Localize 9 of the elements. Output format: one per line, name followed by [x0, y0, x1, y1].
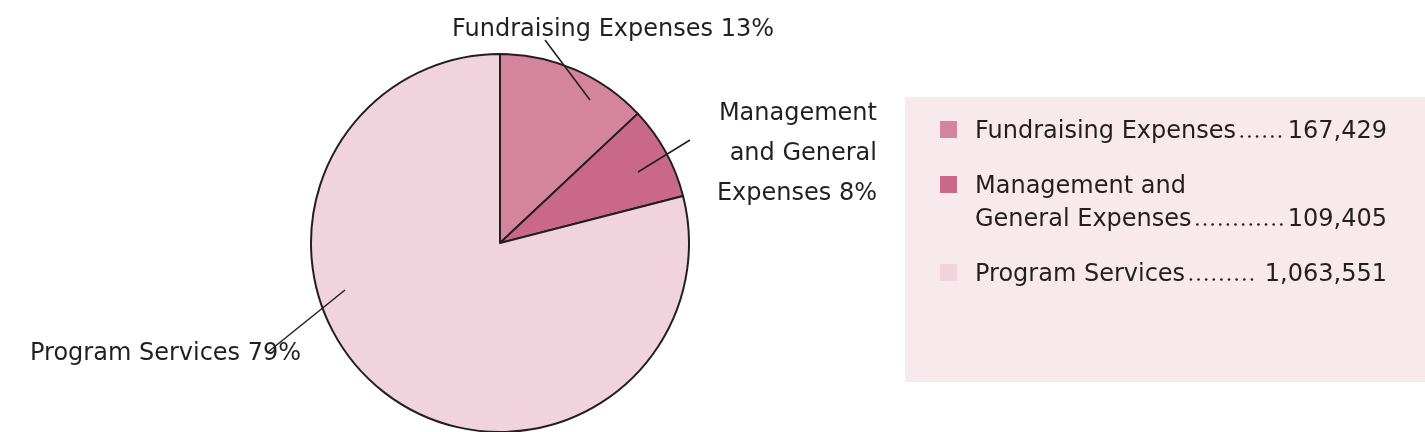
text: 1,063,551 [1264, 259, 1387, 287]
category-label: Program Services 79% [30, 338, 302, 366]
text: 109,405 [1287, 204, 1387, 232]
category-label: Fundraising Expenses 13% [452, 14, 774, 42]
legend-label: Program Services [975, 259, 1186, 287]
legend-label: Fundraising Expenses [975, 116, 1236, 144]
category-label: Management and General Expenses 8% [716, 98, 877, 206]
legend-label: Management and General Expenses [975, 171, 1192, 232]
text: 167,429 [1287, 116, 1387, 144]
